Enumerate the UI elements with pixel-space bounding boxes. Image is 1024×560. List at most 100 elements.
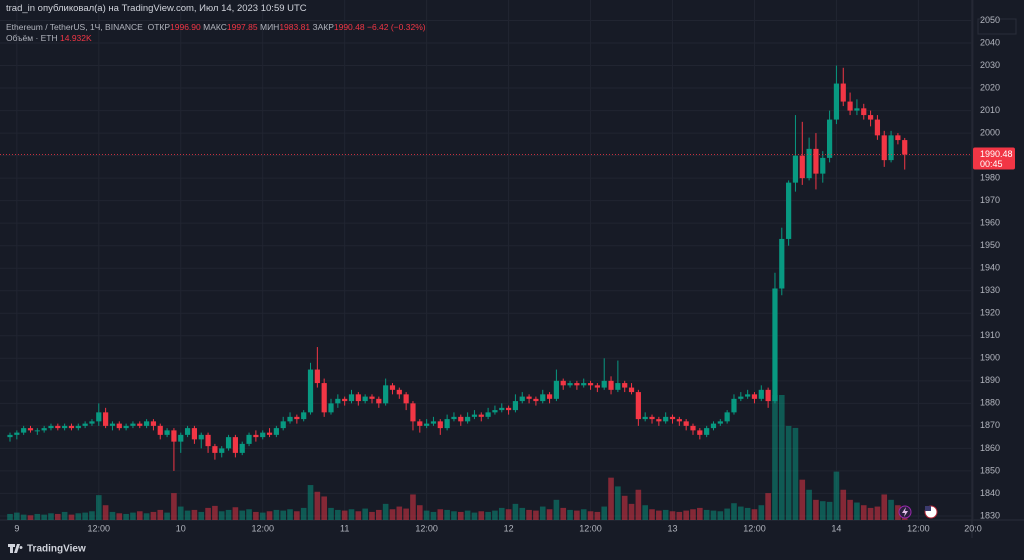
candle-body: [533, 398, 539, 402]
x-tick-label: 20:0: [964, 523, 982, 533]
volume-bar: [628, 503, 635, 520]
candle-body: [444, 419, 450, 429]
candle-body: [724, 412, 730, 422]
candle-body: [717, 421, 723, 424]
candle-body: [48, 425, 54, 429]
candle-body: [499, 407, 505, 411]
volume-bar: [710, 510, 717, 520]
value: 1983.81: [279, 22, 311, 32]
candle-body: [540, 394, 546, 402]
volume-bar: [89, 511, 95, 520]
candle-body: [157, 425, 163, 435]
volume-bar: [731, 503, 737, 520]
volume-bar: [123, 513, 129, 520]
candle-body: [130, 423, 136, 426]
volume-bar: [198, 511, 205, 520]
candle-body: [560, 380, 566, 386]
candle-body: [867, 115, 874, 120]
x-tick-label: 12:00: [251, 523, 274, 533]
value: 1997.85: [226, 22, 258, 32]
legend-line: Ethereum / TetherUS, 1Ч, BINANCE ОТКР199…: [6, 22, 426, 32]
volume-bar: [321, 496, 327, 520]
candle-body: [608, 380, 614, 390]
x-tick-label: 12:00: [88, 523, 111, 533]
candle-body: [389, 385, 396, 390]
settings-box[interactable]: [977, 18, 1017, 35]
candle-body: [683, 421, 689, 426]
y-tick-label: 1910: [980, 330, 1000, 340]
candle-body: [103, 412, 109, 426]
volume-bar: [437, 509, 444, 520]
candle-body: [704, 428, 710, 435]
volume-bar: [471, 512, 478, 520]
label: Объём · ETH: [6, 33, 58, 43]
candle-body: [478, 414, 484, 417]
candle-body: [847, 101, 853, 111]
volume-bar: [778, 395, 785, 520]
volume-bar: [621, 495, 628, 520]
volume-bar: [273, 509, 280, 520]
volume-bar: [75, 513, 82, 520]
volume-bar: [498, 507, 505, 520]
volume-bar: [218, 511, 225, 520]
candle-body: [799, 155, 805, 179]
candle-body: [342, 398, 348, 402]
candle-body: [840, 83, 846, 102]
label: ЗАКР: [312, 22, 334, 32]
y-tick-label: 1950: [980, 240, 1000, 250]
volume-bar: [143, 513, 150, 520]
candle-body: [266, 432, 273, 435]
last-price-label: 1990.48: [980, 149, 1013, 159]
volume-bar: [635, 489, 642, 520]
volume-bar: [403, 508, 409, 520]
volume-bar: [246, 509, 252, 520]
candle-body: [116, 423, 122, 429]
volume-bar: [662, 509, 669, 520]
volume-bar: [758, 505, 765, 520]
candle-body: [150, 421, 157, 426]
candle-body: [335, 398, 341, 404]
candle-body: [82, 423, 88, 426]
y-tick-label: 1880: [980, 398, 1000, 408]
candle-body: [615, 383, 621, 390]
volume-bar: [881, 494, 888, 520]
volume-bar: [717, 511, 724, 520]
candle-body: [307, 369, 314, 413]
volume-bar: [341, 510, 348, 520]
candle-body: [376, 398, 382, 404]
candle-body: [635, 392, 641, 420]
y-tick-label: 1940: [980, 263, 1000, 273]
candle-body: [137, 423, 143, 426]
candle-body: [512, 401, 519, 411]
volume-bar: [751, 509, 758, 520]
candle-body: [417, 421, 423, 426]
y-tick-label: 1850: [980, 465, 1000, 475]
candle-body: [465, 416, 471, 422]
candle-body: [184, 428, 191, 435]
candle-body: [410, 403, 416, 422]
x-tick-label: 13: [668, 523, 678, 533]
volume-bar: [533, 510, 539, 520]
last-price-box: [973, 147, 1015, 170]
candle-body: [601, 380, 607, 388]
candle-body: [888, 135, 894, 161]
volume-bar: [68, 514, 75, 520]
candle-body: [41, 428, 47, 431]
volume-bar: [171, 493, 177, 520]
y-tick-label: 1970: [980, 195, 1000, 205]
candle-body: [89, 421, 95, 424]
volume-bar: [819, 501, 826, 520]
x-tick-label: 12:00: [415, 523, 438, 533]
flag-canton: [925, 506, 931, 511]
candle-body: [348, 394, 355, 402]
candle-body: [314, 369, 320, 384]
candle-body: [55, 425, 61, 429]
volume-bar: [560, 507, 567, 520]
volume-bar: [266, 511, 273, 520]
volume-bar: [328, 507, 334, 520]
candle-body: [649, 416, 655, 420]
candle-body: [861, 108, 867, 116]
candle-body: [437, 421, 443, 429]
candle-body: [710, 423, 717, 429]
